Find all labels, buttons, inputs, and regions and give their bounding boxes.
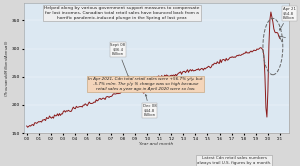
Text: Latest Cdn retail sales numbers
always trail U.S. figures by a month.: Latest Cdn retail sales numbers always t… [197, 156, 271, 165]
Y-axis label: $ (Thousands/Millions (Annual $)): $ (Thousands/Millions (Annual $)) [4, 39, 11, 97]
Text: Dec 08
$44.8
Billion: Dec 08 $44.8 Billion [143, 94, 157, 117]
X-axis label: Year and month: Year and month [139, 142, 173, 146]
Text: Helped along by various government support measures to compensate
for lost incom: Helped along by various government suppo… [44, 6, 200, 20]
Text: In Apr 2021, Cdn total retail sales were +56.7% y/y, but
-5.7% m/m. The y/y % ch: In Apr 2021, Cdn total retail sales were… [88, 77, 203, 91]
Text: Sept 08
$36.4
Billion: Sept 08 $36.4 Billion [110, 43, 129, 77]
Text: Apr 21
$54.8
Billion: Apr 21 $54.8 Billion [280, 7, 296, 30]
